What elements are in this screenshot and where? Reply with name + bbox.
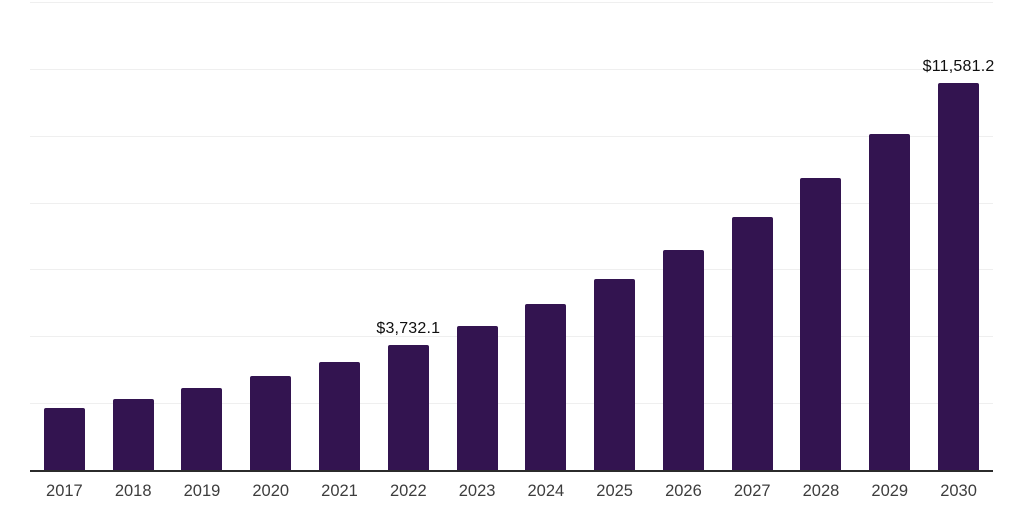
bar-2027[interactable] [731, 216, 773, 470]
bar-2022[interactable]: $3,732.1 [376, 320, 440, 470]
x-tick-2022: 2022 [389, 482, 427, 500]
bar-slot [580, 2, 649, 470]
bar-slot [855, 2, 924, 470]
bar-2029[interactable] [869, 134, 911, 470]
bar-2018[interactable] [112, 398, 154, 470]
x-tick-2025: 2025 [596, 482, 633, 500]
bar-slot [236, 2, 305, 470]
x-tick-2029: 2029 [871, 482, 909, 500]
bar-2028[interactable] [800, 178, 842, 470]
bar-2023[interactable] [456, 326, 498, 470]
bar-slot [305, 2, 374, 470]
gridline [30, 336, 993, 338]
bar-2030[interactable]: $11,581.2 [923, 58, 994, 470]
bar-slot [30, 2, 99, 470]
gridline [30, 2, 993, 3]
bar-2025[interactable] [594, 279, 636, 470]
x-tick-2028: 2028 [802, 482, 840, 500]
gridline [30, 68, 993, 70]
bar-2021[interactable] [319, 361, 361, 470]
bar-value-label-2030: $11,581.2 [922, 57, 995, 75]
x-tick-2020: 2020 [252, 482, 290, 500]
bar-2026[interactable] [662, 250, 704, 470]
gridline [30, 202, 993, 204]
x-tick-2026: 2026 [665, 482, 702, 500]
x-tick-2019: 2019 [183, 482, 221, 500]
plot-area: $3,732.1 $11,581.2 [30, 2, 994, 470]
bar-slot [649, 2, 718, 470]
x-tick-2030: 2030 [940, 482, 977, 500]
bar-slot [787, 2, 856, 470]
x-tick-2018: 2018 [114, 482, 152, 500]
bar-2017[interactable] [43, 408, 85, 470]
bar-2019[interactable] [181, 387, 223, 470]
gridline [30, 403, 993, 405]
bar-slot [99, 2, 168, 470]
bar-slot: $3,732.1 [374, 2, 443, 470]
x-axis-labels: 2017 2018 2019 2020 2021 2022 2023 2024 2025 2026… [30, 482, 993, 501]
x-tick-2027: 2027 [733, 482, 771, 500]
bar-value-label-2022: $3,732.1 [376, 320, 441, 338]
bar-slot: $11,581.2 [923, 2, 994, 470]
x-axis-line [30, 470, 993, 472]
bar-slot [718, 2, 787, 470]
gridline [30, 135, 993, 137]
bar-slot [443, 2, 512, 470]
gridline [30, 269, 993, 271]
x-tick-2024: 2024 [527, 482, 565, 500]
bar-2024[interactable] [525, 304, 567, 470]
bar-slot [511, 2, 580, 470]
x-tick-2023: 2023 [458, 482, 496, 500]
bars-row: $3,732.1 $11,581.2 [30, 2, 994, 470]
x-tick-2021: 2021 [321, 482, 358, 500]
bar-slot [168, 2, 237, 470]
x-tick-2017: 2017 [46, 482, 83, 500]
bar-2020[interactable] [250, 375, 292, 470]
